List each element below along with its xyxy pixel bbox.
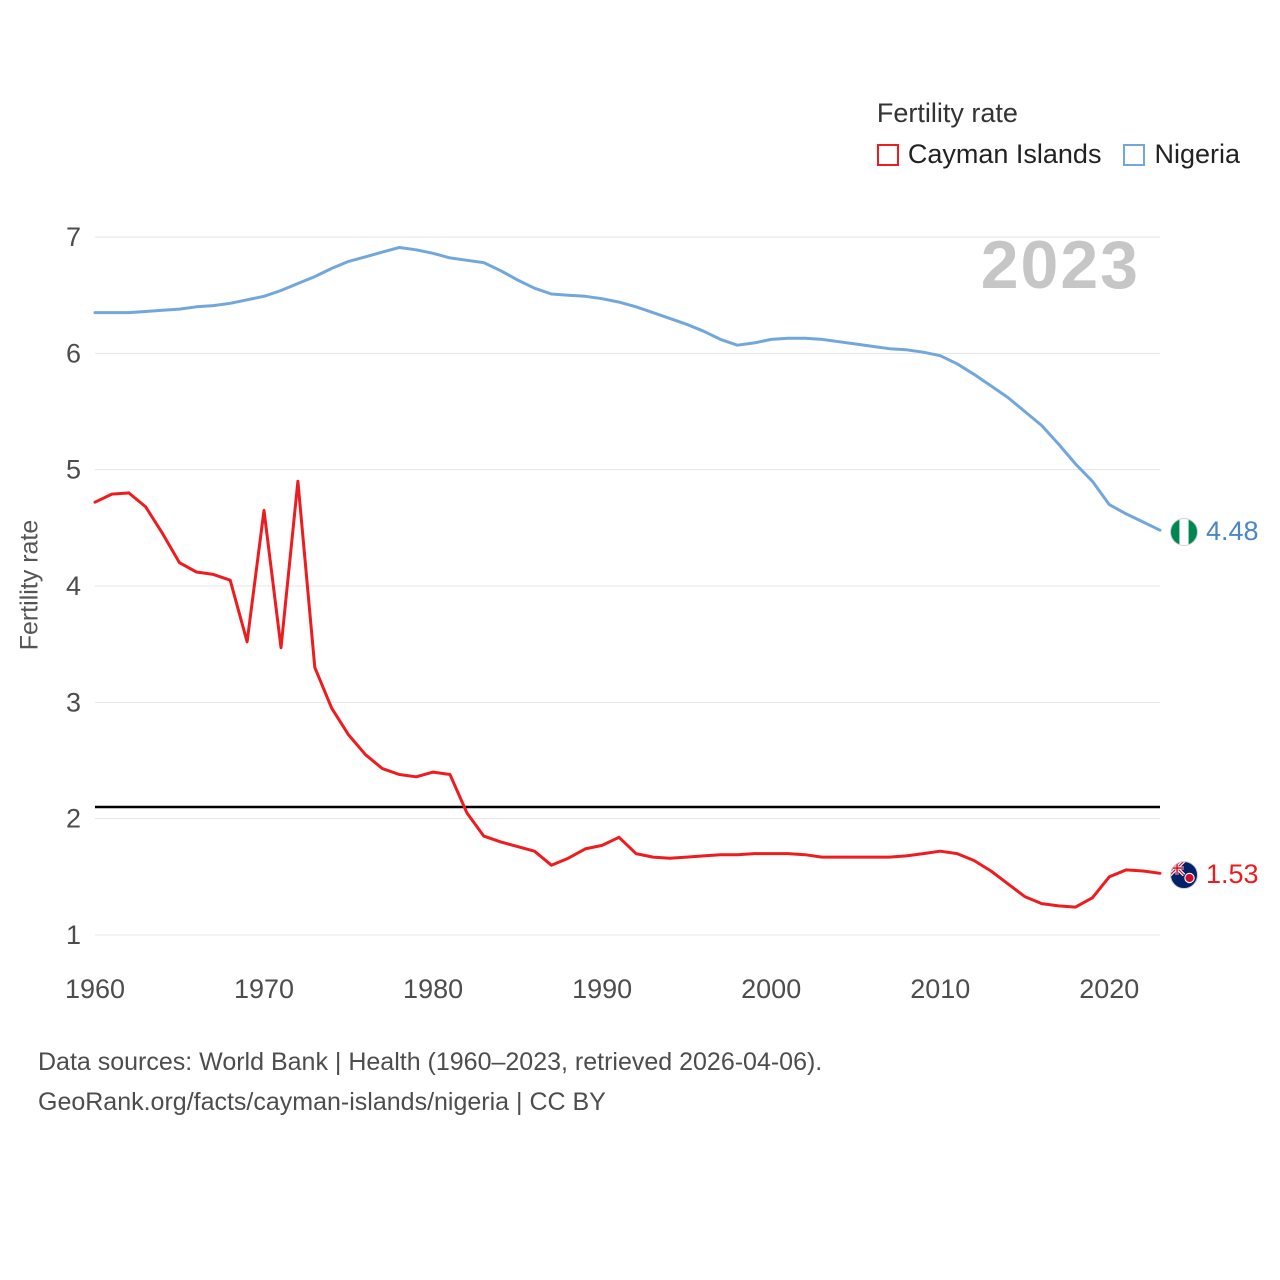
nigeria-swatch-icon [1123, 143, 1146, 166]
x-tick-label: 2000 [741, 974, 801, 1004]
y-tick-label: 3 [66, 687, 81, 717]
legend-item-nigeria[interactable]: Nigeria [1123, 139, 1240, 170]
nigeria-end-value: 4.48 [1206, 516, 1259, 546]
attribution-line: GeoRank.org/facts/cayman-islands/nigeria… [38, 1088, 606, 1116]
y-tick-label: 7 [66, 222, 81, 252]
y-tick-label: 1 [66, 920, 81, 950]
legend-items: Cayman Islands Nigeria [876, 139, 1240, 170]
footer: Data sources: World Bank | Health (1960–… [38, 1042, 822, 1122]
chart-svg: 1 2 3 4 5 6 7 1960 1970 1980 1990 2000 2010 2020 [65, 222, 1162, 1004]
y-tick-label: 6 [66, 338, 81, 368]
y-tick-label: 2 [66, 804, 81, 834]
legend-item-cayman-islands[interactable]: Cayman Islands [876, 139, 1102, 170]
x-tick-label: 1960 [65, 974, 125, 1004]
legend-title: Fertility rate [876, 98, 1018, 128]
data-sources-line: Data sources: World Bank | Health (1960–… [38, 1048, 823, 1076]
cayman-islands-end-value: 1.53 [1206, 859, 1259, 889]
end-label-nigeria: 4.48 [1170, 516, 1259, 547]
nigeria-flag-icon [1170, 517, 1198, 546]
cayman-islands-swatch-icon [876, 143, 899, 166]
cayman-islands-flag-icon [1170, 860, 1198, 889]
x-tick-label: 1980 [403, 974, 463, 1004]
year-watermark: 2023 [980, 227, 1140, 303]
y-tick-label: 5 [66, 455, 81, 485]
x-tick-label: 2010 [910, 974, 970, 1004]
x-tick-label: 1970 [234, 974, 294, 1004]
legend-item-label: Cayman Islands [907, 139, 1102, 169]
x-tick-label: 1990 [572, 974, 632, 1004]
y-tick-label: 4 [66, 571, 81, 601]
x-tick-label: 2020 [1079, 974, 1139, 1004]
legend: Fertility rate Cayman Islands Nigeria [876, 98, 1240, 170]
series-line-cayman-islands [93, 479, 1162, 909]
series-line-nigeria [93, 246, 1162, 532]
legend-item-label: Nigeria [1154, 139, 1240, 169]
end-label-cayman-islands: 1.53 [1170, 859, 1259, 890]
